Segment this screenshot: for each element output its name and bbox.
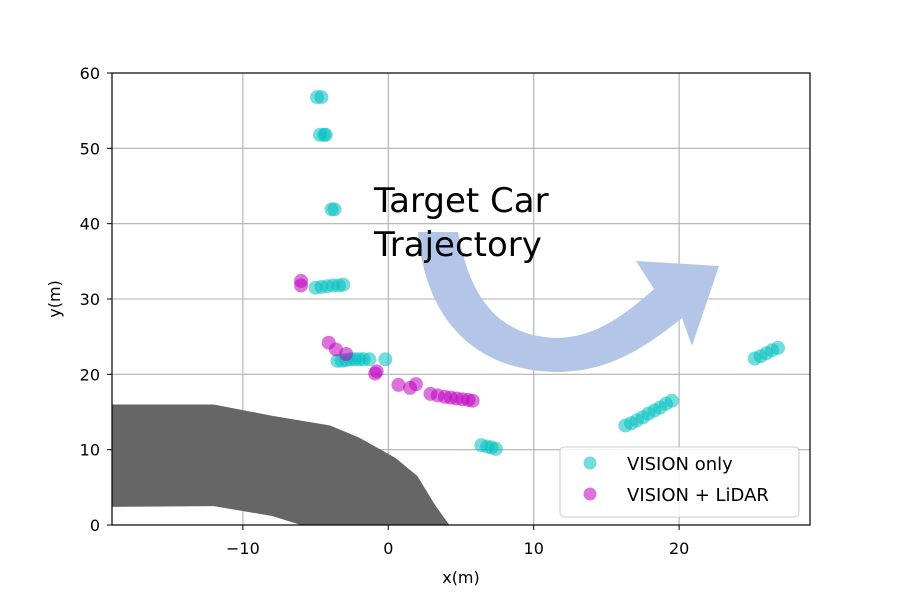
data-point xyxy=(664,393,679,408)
y-tick-label: 0 xyxy=(90,516,100,535)
trajectory-arrow xyxy=(418,232,719,372)
x-tick-label: 20 xyxy=(669,539,689,558)
x-axis-label: x(m) xyxy=(442,568,480,587)
data-point xyxy=(314,90,329,105)
legend-box xyxy=(559,446,800,518)
ticks: −10 0 10 20 0 10 20 30 40 50 60 xyxy=(80,64,690,558)
legend: VISION only VISION + LiDAR xyxy=(559,446,800,518)
data-point xyxy=(408,377,423,392)
data-point xyxy=(771,340,786,355)
data-point xyxy=(378,352,393,367)
data-point xyxy=(362,352,377,367)
y-tick-label: 40 xyxy=(80,215,100,234)
data-point xyxy=(327,202,342,217)
obstacle-layer xyxy=(112,404,450,525)
x-tick-label: 0 xyxy=(383,539,393,558)
series-layer xyxy=(294,90,786,456)
data-point xyxy=(339,346,354,361)
y-tick-label: 10 xyxy=(80,441,100,460)
data-point xyxy=(391,377,406,392)
legend-marker-vision-only xyxy=(583,456,597,470)
x-tick-label: 10 xyxy=(524,539,544,558)
legend-label-vision-only: VISION only xyxy=(627,454,733,475)
y-axis-label: y(m) xyxy=(45,280,64,318)
legend-label-vision-lidar: VISION + LiDAR xyxy=(627,485,769,506)
annotation-line-2: Trajectory xyxy=(373,225,542,265)
legend-marker-vision-lidar xyxy=(583,487,597,501)
y-tick-label: 20 xyxy=(80,365,100,384)
y-tick-label: 30 xyxy=(80,290,100,309)
x-tick-label: −10 xyxy=(226,539,260,558)
series-vision-lidar xyxy=(294,273,480,408)
data-point xyxy=(465,393,480,408)
data-point xyxy=(294,278,309,293)
data-point xyxy=(369,364,384,379)
y-tick-label: 50 xyxy=(80,139,100,158)
arrow-layer xyxy=(418,232,719,372)
y-tick-label: 60 xyxy=(80,64,100,83)
obstacle-region xyxy=(112,404,450,525)
data-point xyxy=(336,277,351,292)
data-point xyxy=(488,441,503,456)
annotation-line-1: Target Car xyxy=(373,181,549,221)
data-point xyxy=(318,127,333,142)
